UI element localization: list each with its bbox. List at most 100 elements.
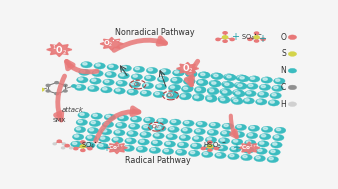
Circle shape [246, 132, 258, 139]
Circle shape [220, 98, 225, 101]
Circle shape [182, 94, 186, 96]
Circle shape [276, 128, 281, 131]
Text: N: N [281, 66, 286, 75]
Circle shape [232, 98, 243, 105]
Circle shape [195, 95, 199, 97]
Circle shape [146, 67, 158, 74]
Circle shape [232, 89, 244, 96]
Circle shape [238, 76, 242, 78]
Circle shape [245, 99, 249, 101]
Circle shape [83, 63, 87, 65]
Circle shape [179, 143, 184, 145]
Circle shape [86, 143, 90, 146]
Circle shape [222, 36, 228, 39]
Circle shape [194, 128, 206, 135]
Circle shape [258, 149, 262, 152]
Circle shape [214, 147, 219, 149]
Circle shape [135, 67, 140, 70]
Circle shape [194, 137, 198, 139]
Circle shape [199, 72, 210, 78]
Circle shape [214, 74, 218, 77]
Circle shape [131, 82, 135, 85]
Circle shape [274, 86, 278, 89]
Circle shape [99, 144, 103, 146]
FancyArrowPatch shape [114, 38, 166, 50]
Circle shape [181, 95, 186, 97]
Text: O$_2$$^{\bullet-}$: O$_2$$^{\bullet-}$ [103, 38, 121, 49]
Circle shape [74, 126, 86, 133]
Circle shape [219, 97, 230, 103]
Circle shape [114, 138, 118, 140]
Circle shape [194, 96, 199, 98]
Circle shape [225, 74, 236, 81]
Circle shape [125, 146, 129, 149]
Circle shape [208, 88, 219, 95]
Circle shape [133, 75, 137, 77]
Circle shape [238, 76, 249, 82]
Circle shape [149, 147, 161, 153]
Circle shape [228, 153, 239, 160]
Polygon shape [239, 142, 260, 154]
Circle shape [166, 134, 177, 140]
Circle shape [235, 124, 247, 131]
Circle shape [241, 154, 252, 161]
Text: +: + [231, 32, 239, 42]
Circle shape [144, 75, 156, 81]
Circle shape [272, 94, 276, 96]
Circle shape [170, 77, 182, 84]
Circle shape [288, 35, 297, 40]
Circle shape [74, 147, 78, 150]
Circle shape [142, 124, 153, 131]
Circle shape [112, 145, 116, 148]
Circle shape [201, 151, 213, 158]
Circle shape [127, 131, 138, 137]
Circle shape [103, 88, 107, 90]
Text: +: + [232, 143, 240, 153]
Circle shape [64, 84, 67, 86]
Circle shape [91, 121, 95, 124]
Circle shape [105, 80, 109, 83]
Circle shape [207, 87, 219, 94]
Circle shape [153, 91, 165, 98]
Circle shape [89, 120, 101, 127]
Circle shape [212, 73, 223, 80]
Circle shape [261, 85, 265, 88]
Circle shape [53, 143, 56, 145]
Circle shape [218, 138, 230, 144]
Circle shape [182, 85, 193, 92]
Circle shape [234, 91, 245, 97]
Circle shape [128, 132, 133, 134]
Circle shape [171, 77, 183, 83]
Circle shape [105, 71, 116, 78]
Circle shape [79, 69, 90, 76]
Circle shape [255, 32, 259, 34]
Circle shape [233, 131, 245, 138]
Circle shape [236, 83, 240, 86]
Circle shape [55, 93, 58, 95]
Circle shape [261, 135, 266, 137]
Circle shape [74, 135, 79, 137]
Circle shape [179, 94, 191, 100]
Circle shape [188, 72, 192, 74]
Polygon shape [47, 43, 72, 57]
Circle shape [208, 97, 212, 99]
Circle shape [193, 94, 204, 100]
Circle shape [206, 96, 217, 102]
Circle shape [140, 90, 151, 96]
Circle shape [171, 85, 176, 88]
Circle shape [174, 71, 179, 73]
Circle shape [170, 119, 181, 125]
Circle shape [248, 133, 252, 136]
Circle shape [205, 94, 217, 101]
Text: C: C [281, 83, 286, 92]
Circle shape [166, 92, 178, 99]
Circle shape [130, 116, 142, 122]
Circle shape [133, 66, 145, 73]
Circle shape [217, 153, 221, 156]
Circle shape [188, 72, 192, 74]
Circle shape [258, 100, 262, 102]
Circle shape [203, 152, 208, 155]
Circle shape [221, 89, 232, 96]
Circle shape [196, 80, 208, 86]
Circle shape [159, 69, 171, 75]
